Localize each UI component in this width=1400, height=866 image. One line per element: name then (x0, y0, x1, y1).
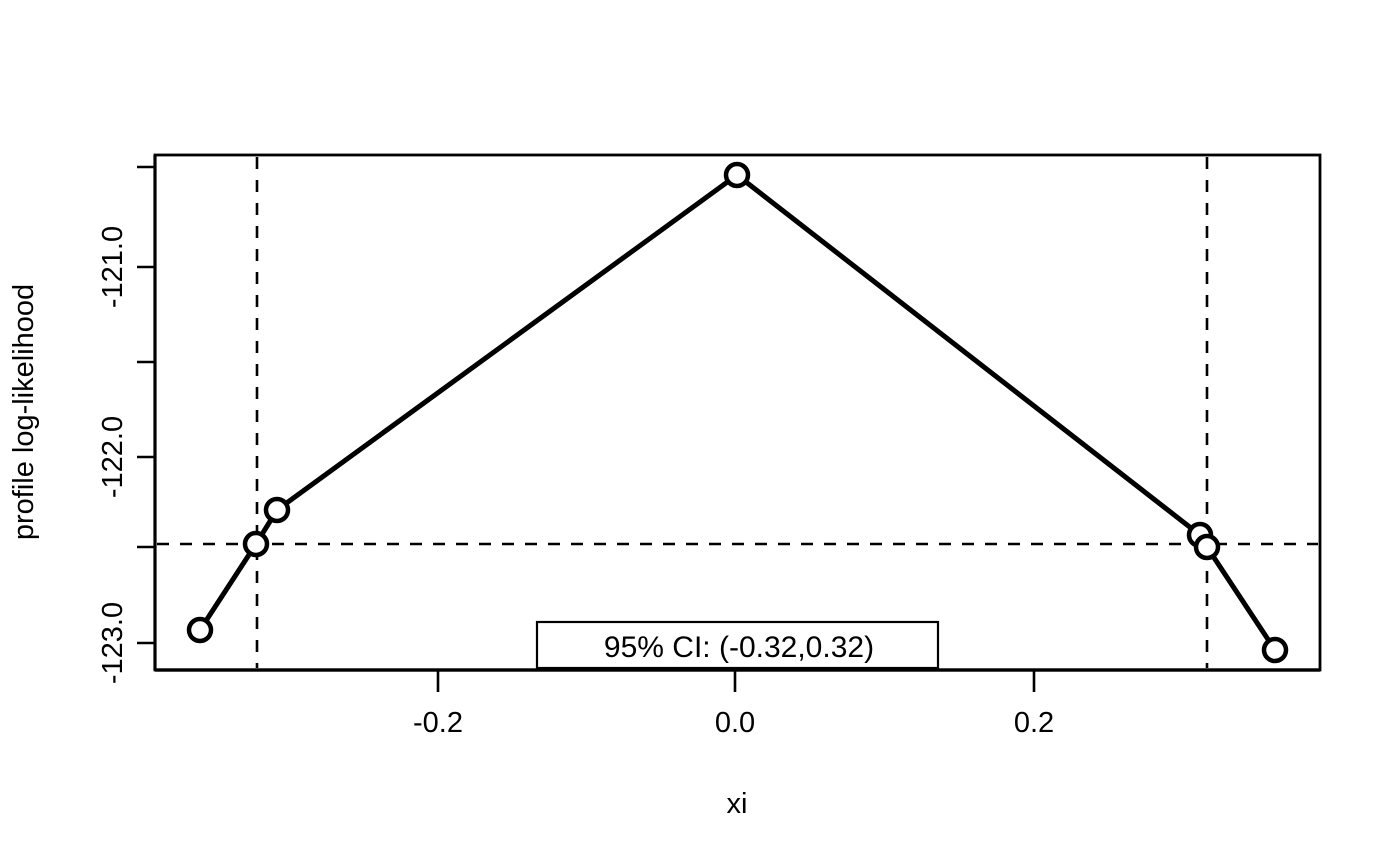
data-point (263, 496, 291, 524)
data-point (723, 161, 751, 189)
confidence-interval-legend: 95% CI: (-0.32,0.32) (535, 620, 940, 670)
x-axis-ticks (436, 670, 1036, 692)
y-axis-tick-labels: -121.0 -122.0 -123.0 (97, 226, 129, 684)
legend-label: 95% CI: (-0.32,0.32) (604, 631, 874, 664)
profile-likelihood-curve (197, 171, 1278, 653)
reference-lines (157, 157, 1318, 668)
data-point (186, 616, 214, 644)
data-point (1261, 636, 1289, 664)
y-axis-ticks (137, 165, 155, 645)
legend-box (535, 620, 940, 670)
data-points (186, 161, 1289, 664)
x-tick-label: -0.2 (413, 707, 463, 739)
data-point (1193, 533, 1221, 561)
x-tick-label: 0.0 (715, 707, 755, 739)
x-axis-tick-labels: -0.2 0.0 0.2 (413, 707, 1054, 739)
x-tick-label: 0.2 (1014, 707, 1054, 739)
y-tick-label: -122.0 (97, 416, 129, 498)
x-axis-title: xi (727, 788, 748, 820)
y-tick-label: -123.0 (97, 602, 129, 684)
data-point (242, 530, 270, 558)
y-tick-label: -121.0 (97, 226, 129, 308)
y-axis-title: profile log-likelihood (8, 284, 40, 540)
plot-frame (153, 153, 1322, 672)
